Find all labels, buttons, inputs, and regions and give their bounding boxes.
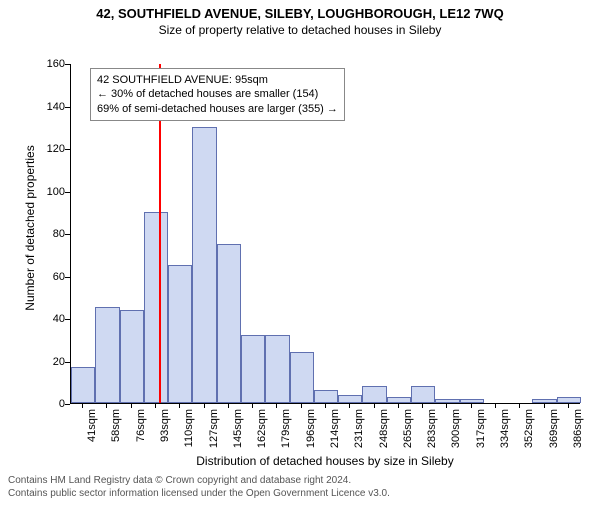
y-tick-label: 140 <box>30 101 65 113</box>
x-tick-label: 110sqm <box>183 409 195 447</box>
callout-box: 42 SOUTHFIELD AVENUE: 95sqm ← 30% of det… <box>90 68 345 121</box>
x-tick-label: 386sqm <box>572 409 584 448</box>
x-tick-mark <box>349 403 350 408</box>
chart-area: 42 SOUTHFIELD AVENUE: 95sqm ← 30% of det… <box>70 64 580 404</box>
histogram-bar <box>241 335 265 403</box>
x-tick-label: 41sqm <box>86 409 98 442</box>
x-tick-mark <box>471 403 472 408</box>
x-tick-label: 265sqm <box>402 409 414 448</box>
x-tick-mark <box>82 403 83 408</box>
x-tick-label: 283sqm <box>426 409 438 448</box>
y-tick-mark <box>65 234 70 235</box>
x-tick-mark <box>204 403 205 408</box>
x-tick-mark <box>374 403 375 408</box>
histogram-bar <box>120 310 144 404</box>
histogram-bar <box>168 265 192 403</box>
x-tick-mark <box>495 403 496 408</box>
x-tick-mark <box>325 403 326 408</box>
histogram-bar <box>338 395 362 404</box>
x-tick-label: 76sqm <box>135 409 147 442</box>
x-tick-label: 248sqm <box>378 409 390 448</box>
histogram-bar <box>387 397 411 403</box>
callout-line-1: 42 SOUTHFIELD AVENUE: 95sqm <box>97 73 338 87</box>
x-tick-label: 145sqm <box>232 409 244 448</box>
y-tick-mark <box>65 319 70 320</box>
footer: Contains HM Land Registry data © Crown c… <box>8 475 390 500</box>
x-tick-mark <box>228 403 229 408</box>
x-tick-label: 127sqm <box>208 409 220 448</box>
x-tick-label: 162sqm <box>256 409 268 448</box>
x-tick-mark <box>519 403 520 408</box>
x-tick-label: 352sqm <box>523 409 535 448</box>
x-tick-mark <box>544 403 545 408</box>
y-tick-mark <box>65 64 70 65</box>
histogram-bar <box>144 212 168 403</box>
y-tick-mark <box>65 404 70 405</box>
y-tick-mark <box>65 277 70 278</box>
x-tick-mark <box>131 403 132 408</box>
x-tick-mark <box>422 403 423 408</box>
x-tick-label: 58sqm <box>110 409 122 442</box>
histogram-bar <box>557 397 581 403</box>
histogram-bar <box>217 244 241 403</box>
histogram-bar <box>362 386 386 403</box>
histogram-bar <box>435 399 459 403</box>
page-title: 42, SOUTHFIELD AVENUE, SILEBY, LOUGHBORO… <box>0 6 600 21</box>
x-tick-label: 334sqm <box>499 409 511 448</box>
x-tick-label: 196sqm <box>305 409 317 448</box>
histogram-bar <box>460 399 484 403</box>
x-tick-label: 179sqm <box>280 409 292 448</box>
x-tick-label: 369sqm <box>548 409 560 448</box>
histogram-bar <box>532 399 556 403</box>
x-axis-label: Distribution of detached houses by size … <box>70 454 580 468</box>
x-tick-mark <box>301 403 302 408</box>
y-tick-mark <box>65 192 70 193</box>
histogram-bar <box>192 127 216 403</box>
y-axis-label: Number of detached properties <box>23 128 37 328</box>
page-subtitle: Size of property relative to detached ho… <box>0 23 600 37</box>
x-tick-label: 214sqm <box>329 409 341 448</box>
y-tick-label: 20 <box>30 356 65 368</box>
y-tick-mark <box>65 362 70 363</box>
y-tick-mark <box>65 149 70 150</box>
y-tick-label: 160 <box>30 58 65 70</box>
y-tick-label: 0 <box>30 398 65 410</box>
x-tick-label: 300sqm <box>450 409 462 448</box>
x-tick-label: 93sqm <box>159 409 171 442</box>
x-tick-label: 317sqm <box>475 409 487 448</box>
histogram-bar <box>314 390 338 403</box>
callout-line-3: 69% of semi-detached houses are larger (… <box>97 102 338 116</box>
x-tick-mark <box>155 403 156 408</box>
x-tick-mark <box>252 403 253 408</box>
x-tick-mark <box>276 403 277 408</box>
callout-line-2: ← 30% of detached houses are smaller (15… <box>97 87 338 101</box>
x-tick-label: 231sqm <box>353 409 365 448</box>
histogram-bar <box>411 386 435 403</box>
footer-line-2: Contains public sector information licen… <box>8 488 390 501</box>
y-tick-mark <box>65 107 70 108</box>
histogram-bar <box>95 307 119 403</box>
x-tick-mark <box>568 403 569 408</box>
footer-line-1: Contains HM Land Registry data © Crown c… <box>8 475 390 488</box>
x-tick-mark <box>398 403 399 408</box>
x-tick-mark <box>179 403 180 408</box>
histogram-bar <box>290 352 314 403</box>
x-tick-mark <box>106 403 107 408</box>
x-tick-mark <box>446 403 447 408</box>
histogram-bar <box>71 367 95 403</box>
histogram-bar <box>265 335 289 403</box>
